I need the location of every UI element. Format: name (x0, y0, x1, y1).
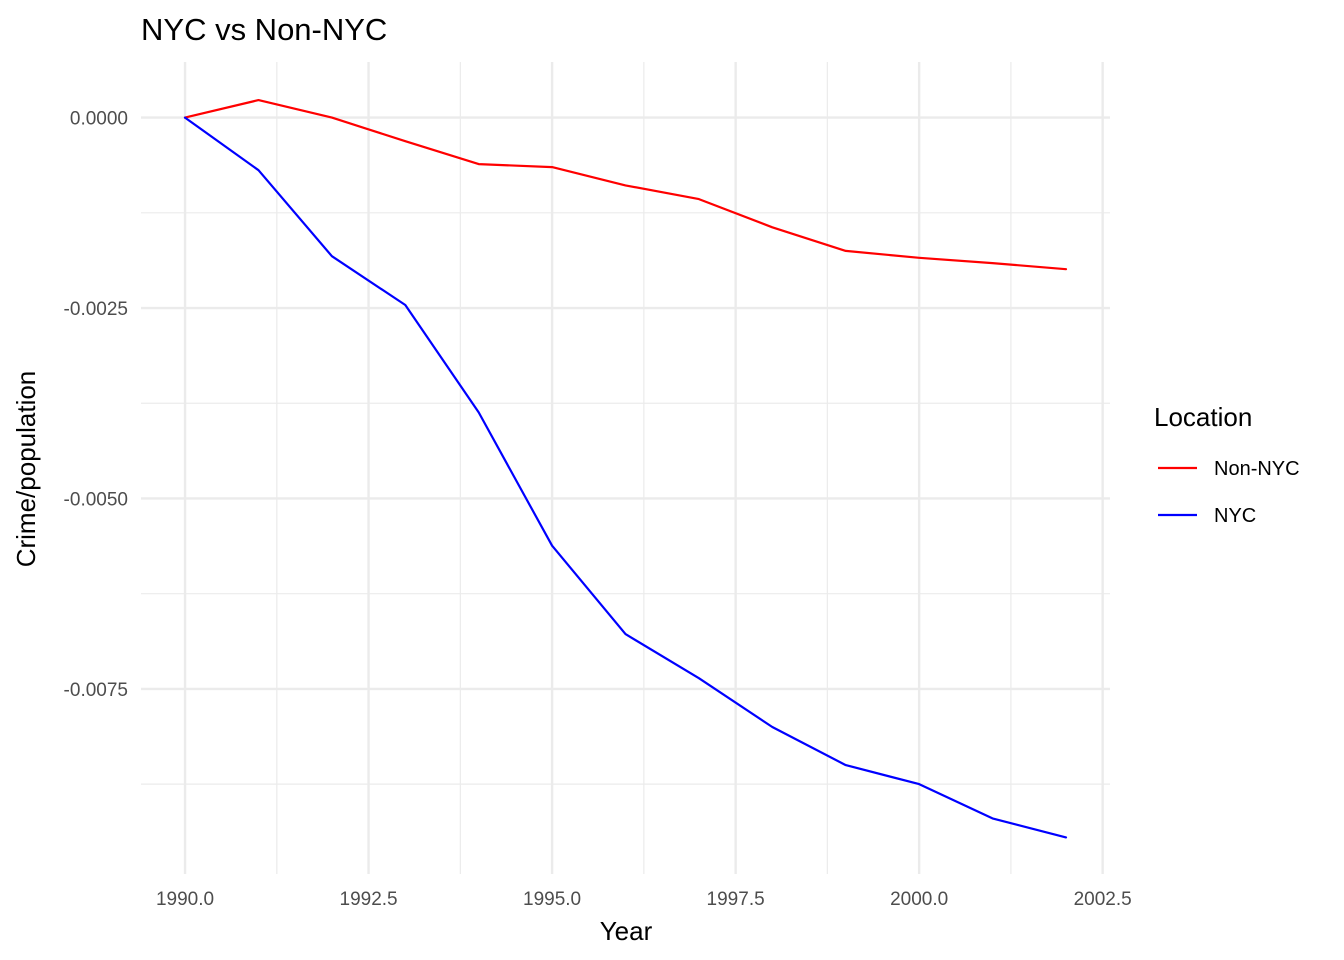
x-tick-label: 1995.0 (523, 889, 581, 910)
y-tick-label: -0.0050 (64, 489, 128, 510)
x-tick-label: 1997.5 (707, 889, 765, 910)
legend-items: Non-NYC NYC (1158, 458, 1300, 527)
y-tick-label: 0.0000 (70, 109, 128, 130)
series-line-nyc (183, 116, 1068, 839)
minor-gridlines-horizontal (141, 212, 1110, 785)
x-tick-label: 2002.5 (1074, 889, 1132, 910)
x-axis-tick-labels: 1990.0 1992.5 1995.0 1997.5 2000.0 2002.5 (156, 889, 1132, 910)
x-tick-label: 1992.5 (340, 889, 398, 910)
y-tick-label: -0.0025 (64, 299, 128, 320)
legend-label-nyc: NYC (1214, 505, 1256, 527)
chart-title: NYC vs Non-NYC (141, 12, 387, 47)
major-gridlines-vertical (183, 62, 1104, 874)
legend-title: Location (1154, 402, 1252, 432)
y-axis-tick-labels: 0.0000 -0.0025 -0.0050 -0.0075 (64, 109, 128, 701)
y-tick-label: -0.0075 (64, 680, 128, 701)
major-gridlines-horizontal (141, 116, 1110, 691)
x-tick-label: 2000.0 (890, 889, 948, 910)
x-axis-title: Year (600, 916, 653, 946)
series-lines (183, 98, 1068, 839)
y-axis-title: Crime/population (11, 371, 41, 568)
x-tick-label: 1990.0 (156, 889, 214, 910)
minor-gridlines-vertical (276, 62, 1012, 874)
series-line-non-nyc (183, 98, 1068, 271)
legend-label-non-nyc: Non-NYC (1214, 458, 1300, 480)
legend: Location Non-NYC NYC (1154, 402, 1300, 527)
